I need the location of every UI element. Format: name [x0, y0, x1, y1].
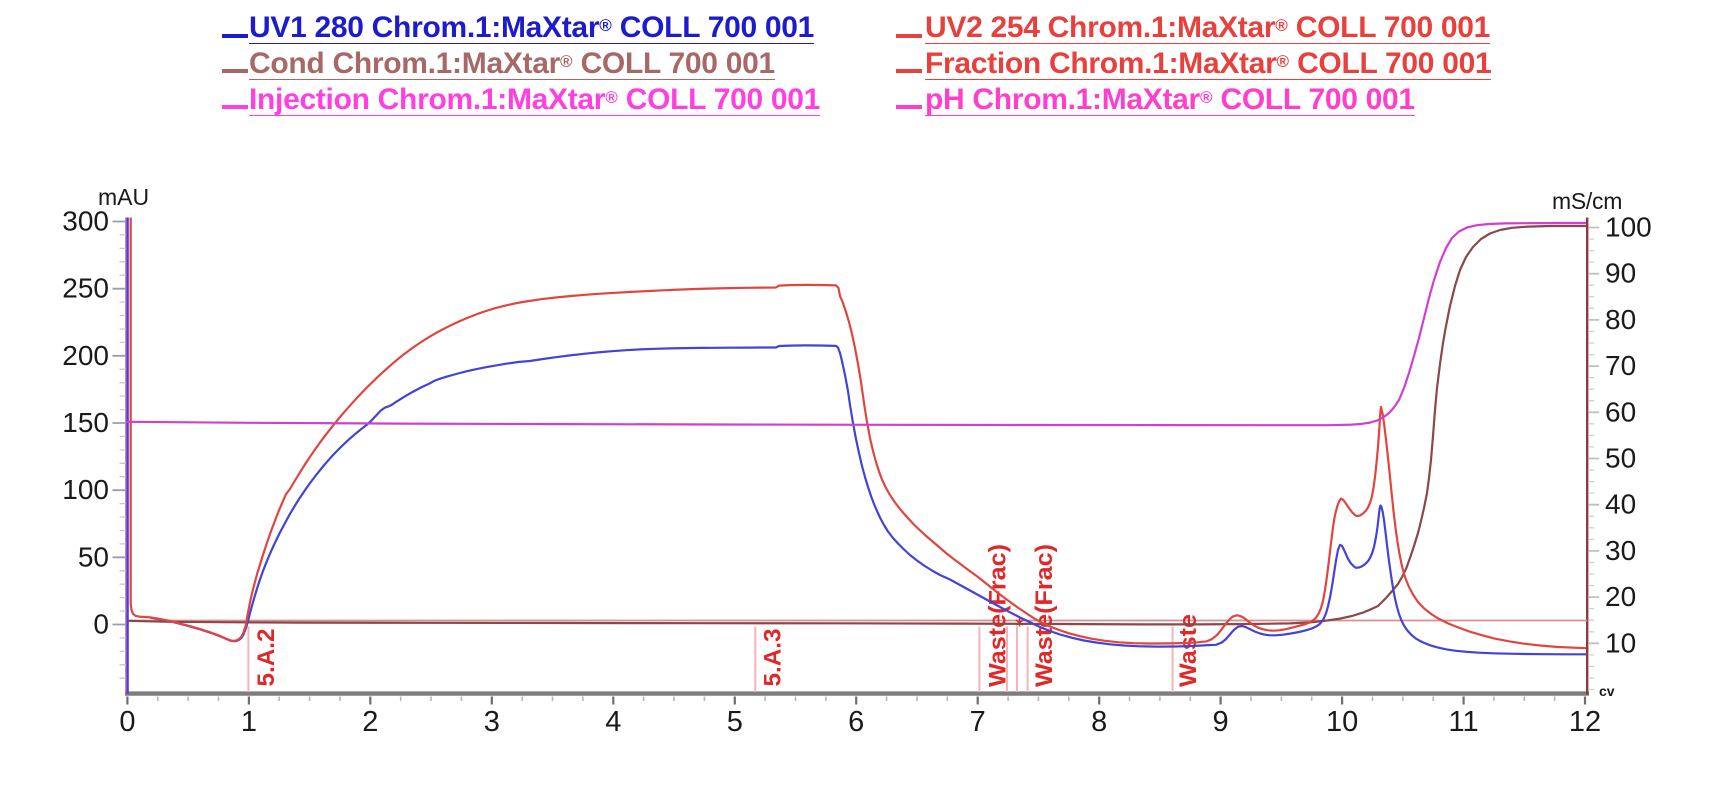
- svg-text:0: 0: [119, 706, 135, 738]
- svg-text:Waste(Frac): Waste(Frac): [985, 544, 1012, 687]
- svg-text:6: 6: [848, 706, 864, 738]
- svg-text:80: 80: [1605, 304, 1636, 335]
- svg-text:50: 50: [78, 541, 109, 572]
- svg-text:250: 250: [62, 273, 109, 304]
- svg-text:200: 200: [62, 340, 109, 371]
- svg-text:70: 70: [1605, 350, 1636, 381]
- svg-text:Waste(Frac): Waste(Frac): [1031, 544, 1058, 687]
- svg-text:4: 4: [605, 706, 621, 738]
- svg-text:7: 7: [970, 706, 986, 738]
- svg-text:mAU: mAU: [98, 184, 149, 210]
- svg-text:0: 0: [93, 609, 109, 640]
- svg-text:30: 30: [1605, 535, 1636, 566]
- svg-text:60: 60: [1605, 396, 1636, 427]
- svg-text:11: 11: [1449, 706, 1479, 738]
- svg-text:50: 50: [1605, 443, 1636, 474]
- svg-text:9: 9: [1213, 706, 1229, 738]
- svg-text:5.A.3: 5.A.3: [760, 629, 787, 687]
- svg-text:150: 150: [62, 407, 109, 438]
- svg-text:40: 40: [1605, 489, 1636, 520]
- svg-text:5: 5: [727, 706, 743, 738]
- svg-text:100: 100: [1605, 212, 1652, 243]
- svg-text:cv: cv: [1599, 683, 1615, 699]
- svg-text:mS/cm: mS/cm: [1552, 188, 1622, 214]
- svg-text:2: 2: [362, 706, 378, 738]
- svg-text:5.A.2: 5.A.2: [253, 629, 280, 687]
- svg-text:100: 100: [62, 474, 109, 505]
- svg-text:10: 10: [1326, 706, 1358, 738]
- svg-text:Waste: Waste: [1175, 614, 1202, 687]
- svg-text:90: 90: [1605, 258, 1636, 289]
- svg-text:8: 8: [1091, 706, 1107, 738]
- svg-text:3: 3: [484, 706, 500, 738]
- svg-text:20: 20: [1605, 581, 1636, 612]
- svg-text:300: 300: [62, 206, 109, 237]
- svg-text:12: 12: [1569, 706, 1601, 738]
- svg-text:10: 10: [1605, 627, 1636, 658]
- svg-text:1: 1: [241, 706, 257, 738]
